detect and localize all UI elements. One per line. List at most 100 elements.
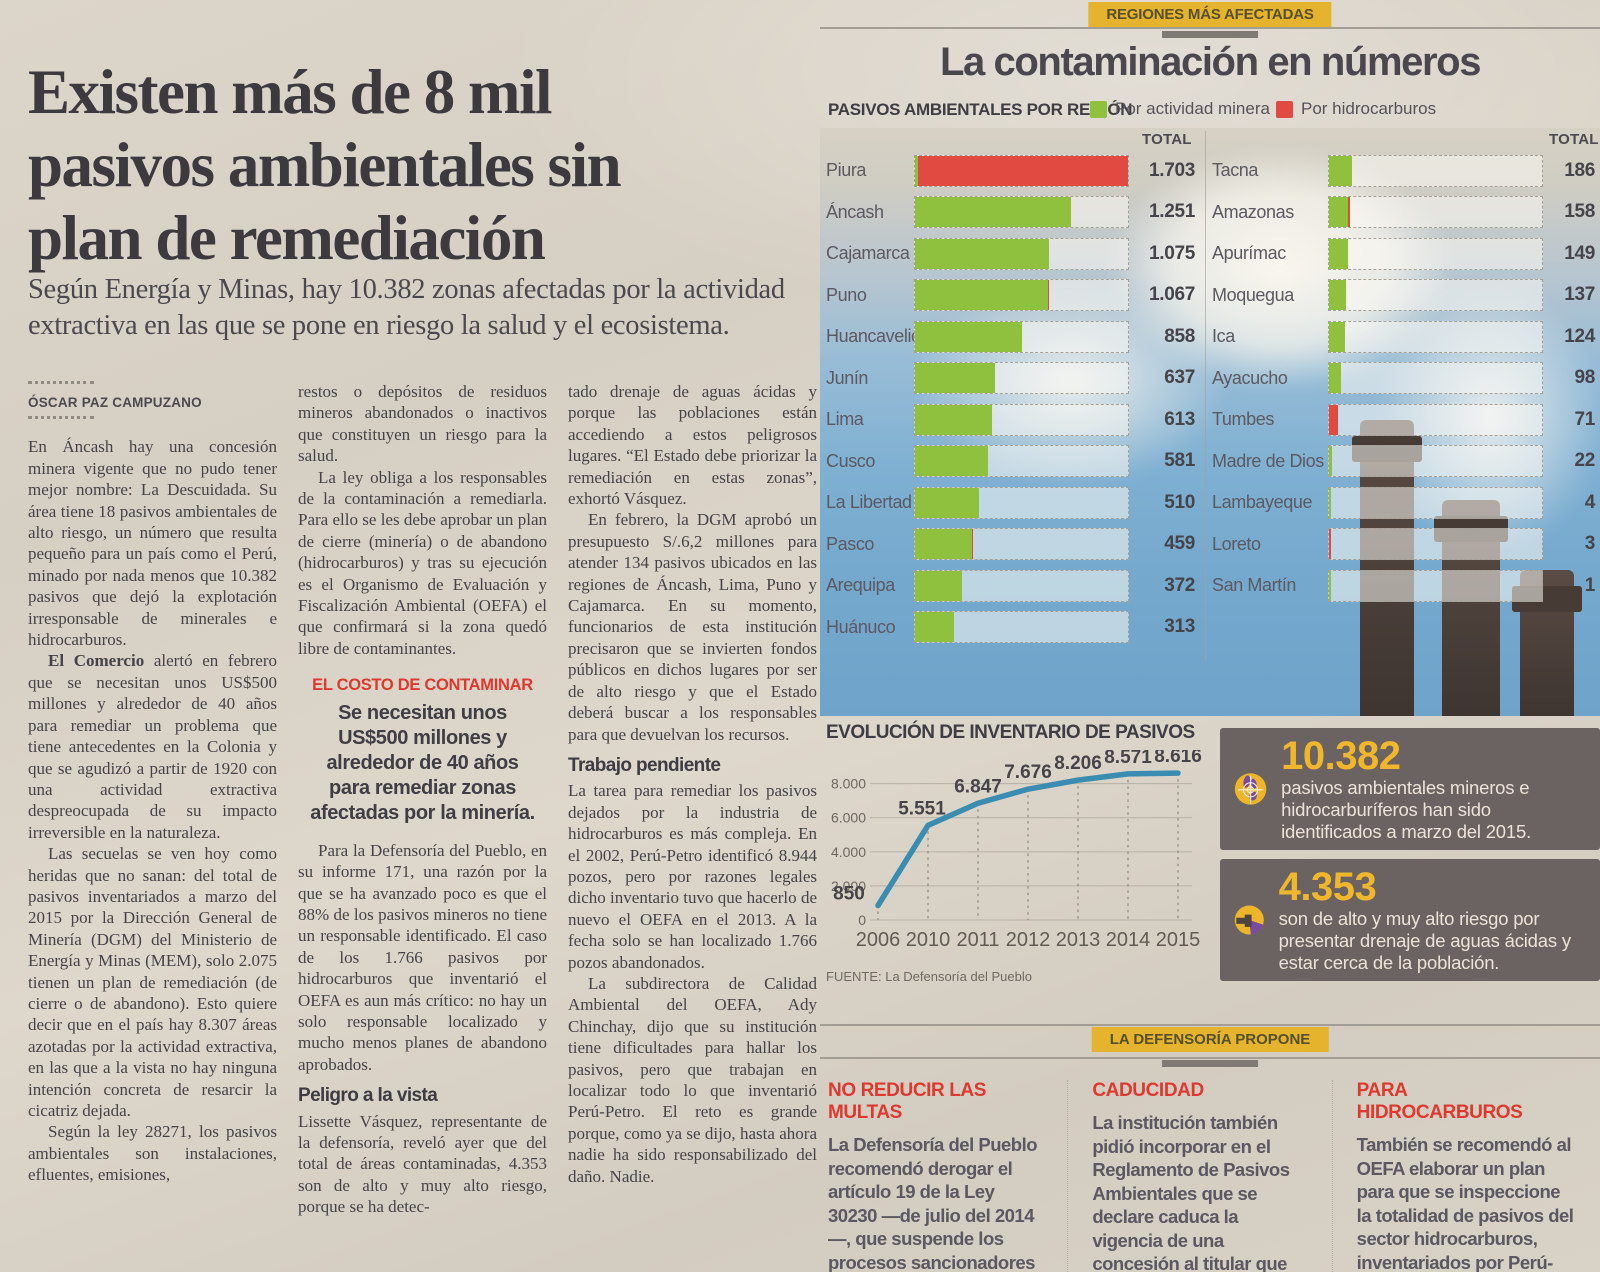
bar-track (1328, 196, 1543, 229)
region-label: La Libertad (826, 492, 912, 513)
infographic: REGIONES MÁS AFECTADAS La contaminación … (820, 0, 1600, 1272)
region-label: Arequipa (826, 575, 895, 596)
pull-quote: EL COSTO DE CONTAMINAR Se necesitan unos… (304, 675, 541, 825)
bar-row: Piura 1.703 (826, 150, 1198, 192)
proposals-tag-badge: LA DEFENSORÍA PROPONE (1091, 1027, 1329, 1052)
region-label: Cajamarca (826, 243, 910, 264)
svg-text:5.551: 5.551 (898, 798, 946, 819)
svg-text:8.206: 8.206 (1054, 753, 1102, 774)
bold-lead-in: El Comercio (48, 651, 145, 671)
bar-chart-left: Piura 1.703 Áncash 1.251 Cajamarca 1.075 Puno 1… (826, 150, 1198, 648)
chart-source: FUENTE: La Defensoría del Pueblo (826, 969, 1032, 984)
region-label: Huancavelica (826, 326, 930, 347)
region-label: Tacna (1212, 160, 1259, 181)
bar-row: Ayacucho 98 (1212, 358, 1598, 400)
paragraph: El Comercio alertó en febrero que se nec… (28, 650, 277, 843)
paragraph: restos o depósitos de residuos mineros a… (298, 382, 547, 466)
svg-text:2010: 2010 (906, 929, 951, 951)
svg-text:6.847: 6.847 (954, 776, 1002, 797)
total-value: 3 (1584, 533, 1596, 555)
headline-line-1: Existen más de 8 mil (28, 57, 553, 128)
legend-mining: Por actividad minera (1090, 99, 1270, 119)
total-value: 158 (1564, 201, 1595, 223)
svg-text:2015: 2015 (1156, 929, 1201, 951)
mining-bar (1329, 363, 1342, 394)
total-value: 186 (1564, 159, 1595, 181)
bar-row: Huánuco 313 (826, 607, 1198, 649)
bar-track (914, 569, 1129, 602)
bar-row: Cajamarca 1.075 (826, 233, 1198, 275)
paragraph: Lissette Vásquez, representante de la de… (298, 1111, 547, 1217)
bar-track (914, 445, 1129, 478)
proposal-title: PARA HIDROCARBUROS (1356, 1080, 1523, 1123)
bar-row: Loreto 3 (1212, 524, 1598, 566)
proposal-text: La institución también pidió incorporar … (1092, 1112, 1290, 1272)
bar-track (1328, 569, 1543, 602)
region-label: Piura (826, 160, 867, 181)
total-value: 581 (1164, 450, 1195, 472)
region-label: Moquegua (1212, 284, 1294, 305)
total-value: 1.251 (1148, 201, 1195, 223)
bar-track (1328, 320, 1543, 353)
evolution-title: EVOLUCIÓN DE INVENTARIO DE PASIVOS (826, 722, 1195, 743)
byline-author: ÓSCAR PAZ CAMPUZANO (28, 395, 202, 410)
total-value: 71 (1574, 408, 1595, 430)
bar-row: Tacna 186 (1212, 150, 1598, 192)
region-label: Ica (1212, 326, 1235, 347)
region-label: Huánuco (826, 616, 896, 637)
proposal-title: CADUCIDAD (1092, 1080, 1204, 1101)
svg-text:850: 850 (833, 884, 865, 905)
paragraph: Según la ley 28271, los pasivos ambienta… (28, 1122, 277, 1185)
bar-track (1328, 279, 1543, 312)
total-value: 22 (1574, 450, 1595, 472)
total-value: 137 (1564, 284, 1595, 306)
hydro-bar (1047, 280, 1050, 311)
legend-hydro-label: Por hidrocarburos (1301, 99, 1437, 118)
paragraph-text: alertó en febrero que se necesitan unos … (28, 651, 277, 842)
total-value: 124 (1564, 325, 1595, 347)
bar-track (914, 611, 1129, 644)
subhead-line-1: Según Energía y Minas, hay 10.382 zonas … (28, 274, 785, 305)
section-subhead: Trabajo pendiente (568, 754, 721, 776)
total-value: 313 (1164, 616, 1195, 638)
bar-track (914, 362, 1129, 395)
legend-hydro: Por hidrocarburos (1276, 99, 1436, 119)
mining-bar (915, 612, 955, 643)
mining-bar (1329, 487, 1331, 518)
bar-track (1328, 362, 1543, 395)
region-label: San Martín (1212, 575, 1297, 596)
bars-chart-label: PASIVOS AMBIENTALES POR REGIÓN (828, 100, 1133, 119)
total-value: 149 (1564, 242, 1595, 264)
bar-track (1328, 445, 1543, 478)
bar-track (1328, 403, 1543, 436)
svg-text:2006: 2006 (856, 929, 901, 951)
proposal-item: NO REDUCIR LAS MULTAS La Defensoría del … (828, 1080, 1067, 1272)
region-label: Apurímac (1212, 243, 1286, 264)
region-label: Pasco (826, 533, 875, 554)
bar-track (914, 528, 1129, 561)
bar-row: Apurímac 149 (1212, 233, 1598, 275)
hydro-bar (918, 155, 1128, 186)
hydro-bar (971, 529, 974, 560)
bar-track (1328, 486, 1543, 519)
section-subhead: Peligro a la vista (298, 1085, 438, 1107)
mining-bar (1329, 155, 1353, 186)
proposal-text: La Defensoría del Pueblo recomendó derog… (828, 1134, 1038, 1272)
mining-bar (915, 321, 1023, 352)
bar-row: Pasco 459 (826, 524, 1198, 566)
evolution-chart: EVOLUCIÓN DE INVENTARIO DE PASIVOS 8.000… (826, 722, 1206, 984)
total-value: 372 (1164, 574, 1195, 596)
stat-text: son de alto y muy alto riesgo por presen… (1278, 908, 1571, 973)
mining-bar (1329, 446, 1332, 477)
total-header-left: TOTAL (1142, 131, 1192, 148)
proposal-item: PARA HIDROCARBUROS También se recomendó … (1331, 1080, 1596, 1272)
target-map-icon (1234, 773, 1267, 805)
total-value: 1.703 (1148, 159, 1195, 181)
total-value: 1.075 (1148, 242, 1195, 264)
article-columns: ÓSCAR PAZ CAMPUZANO En Áncash hay una co… (28, 381, 818, 1255)
mining-bar (915, 155, 919, 186)
divider-rule (820, 1024, 1600, 1026)
byline: ÓSCAR PAZ CAMPUZANO (28, 381, 277, 423)
region-label: Áncash (826, 201, 884, 222)
mining-bar (1329, 570, 1331, 601)
